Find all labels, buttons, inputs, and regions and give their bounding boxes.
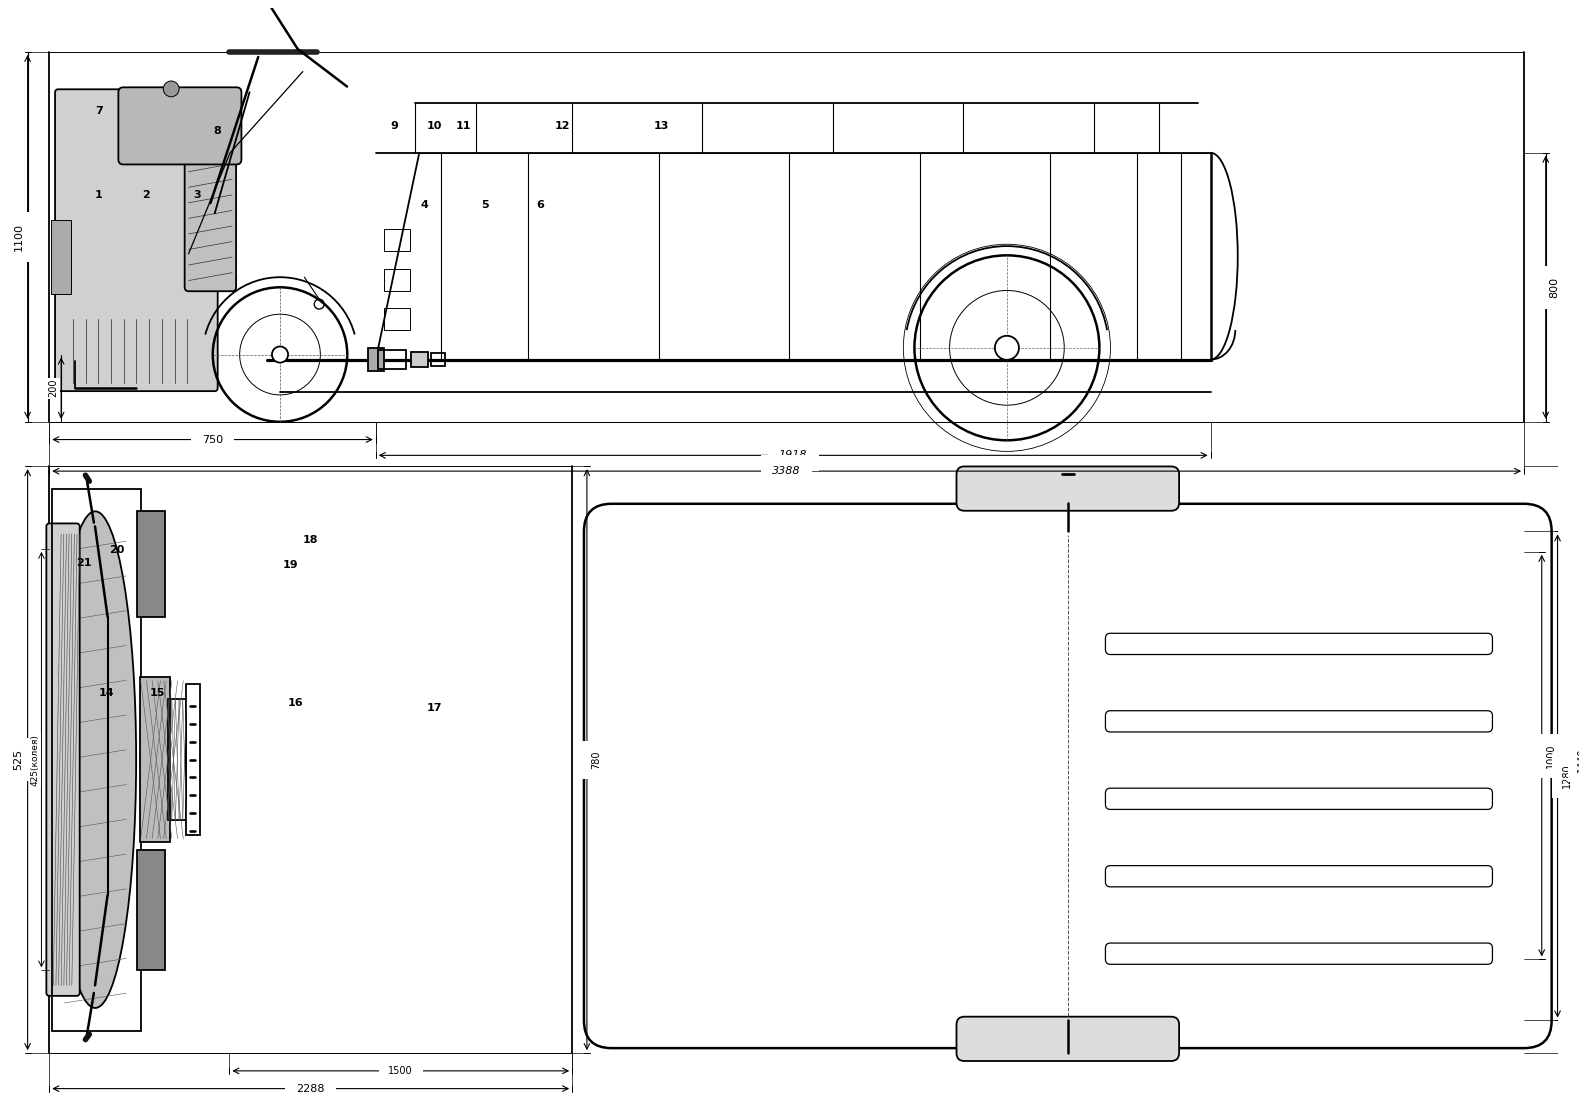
FancyBboxPatch shape [584, 504, 1552, 1049]
Bar [139, 677, 171, 842]
Text: 800: 800 [1549, 276, 1560, 298]
Text: 21: 21 [76, 558, 92, 568]
FancyBboxPatch shape [1105, 633, 1492, 654]
Text: 1000: 1000 [1546, 744, 1555, 768]
Text: 1: 1 [95, 190, 103, 200]
Text: 2288: 2288 [297, 1084, 325, 1094]
Text: 1918: 1918 [778, 451, 807, 461]
Circle shape [163, 81, 178, 97]
Bar [411, 351, 428, 368]
Text: 1500: 1500 [388, 1066, 414, 1076]
Text: 11: 11 [456, 120, 472, 130]
FancyBboxPatch shape [118, 87, 242, 165]
Text: 1280: 1280 [1562, 764, 1571, 788]
Text: 7: 7 [95, 106, 103, 116]
Text: 780: 780 [591, 750, 602, 769]
Text: 9: 9 [390, 120, 398, 130]
Bar [52, 488, 141, 1031]
Bar [137, 850, 164, 970]
Text: 3: 3 [194, 190, 201, 200]
Circle shape [995, 336, 1018, 360]
Text: 10: 10 [426, 120, 442, 130]
Text: 5: 5 [482, 200, 489, 210]
Text: 17: 17 [426, 703, 442, 713]
Text: 20: 20 [109, 545, 125, 555]
Text: 14: 14 [99, 688, 114, 698]
Text: 15: 15 [150, 688, 166, 698]
Ellipse shape [54, 512, 136, 1008]
Text: 750: 750 [202, 434, 223, 444]
FancyBboxPatch shape [957, 1017, 1180, 1061]
Bar [167, 699, 186, 820]
Text: 525: 525 [14, 749, 24, 770]
Text: 13: 13 [654, 120, 668, 130]
Text: 8: 8 [213, 126, 221, 136]
Text: 4: 4 [420, 200, 428, 210]
FancyBboxPatch shape [1105, 788, 1492, 810]
FancyBboxPatch shape [46, 524, 79, 996]
Text: 16: 16 [287, 698, 303, 708]
Text: 19: 19 [283, 560, 298, 570]
FancyBboxPatch shape [957, 466, 1180, 511]
Bar [368, 348, 384, 371]
Text: 200: 200 [49, 379, 58, 398]
Text: 12: 12 [554, 120, 570, 130]
Bar [377, 349, 406, 369]
Bar [137, 512, 164, 617]
FancyBboxPatch shape [185, 149, 237, 292]
FancyBboxPatch shape [1105, 865, 1492, 887]
Text: 18: 18 [303, 535, 319, 545]
Text: 1440: 1440 [1577, 747, 1579, 772]
Bar [384, 308, 411, 330]
Text: 3388: 3388 [772, 466, 801, 476]
FancyBboxPatch shape [1105, 711, 1492, 732]
Text: 1100: 1100 [14, 223, 24, 251]
Text: 425(колея): 425(колея) [30, 734, 39, 786]
FancyBboxPatch shape [55, 90, 218, 391]
FancyBboxPatch shape [1105, 943, 1492, 965]
Bar [384, 269, 411, 291]
Bar [186, 684, 201, 835]
Text: 6: 6 [537, 200, 545, 210]
Text: 2: 2 [142, 190, 150, 200]
Circle shape [272, 347, 287, 362]
Bar [431, 352, 445, 367]
Bar [52, 220, 71, 294]
Bar [384, 230, 411, 251]
